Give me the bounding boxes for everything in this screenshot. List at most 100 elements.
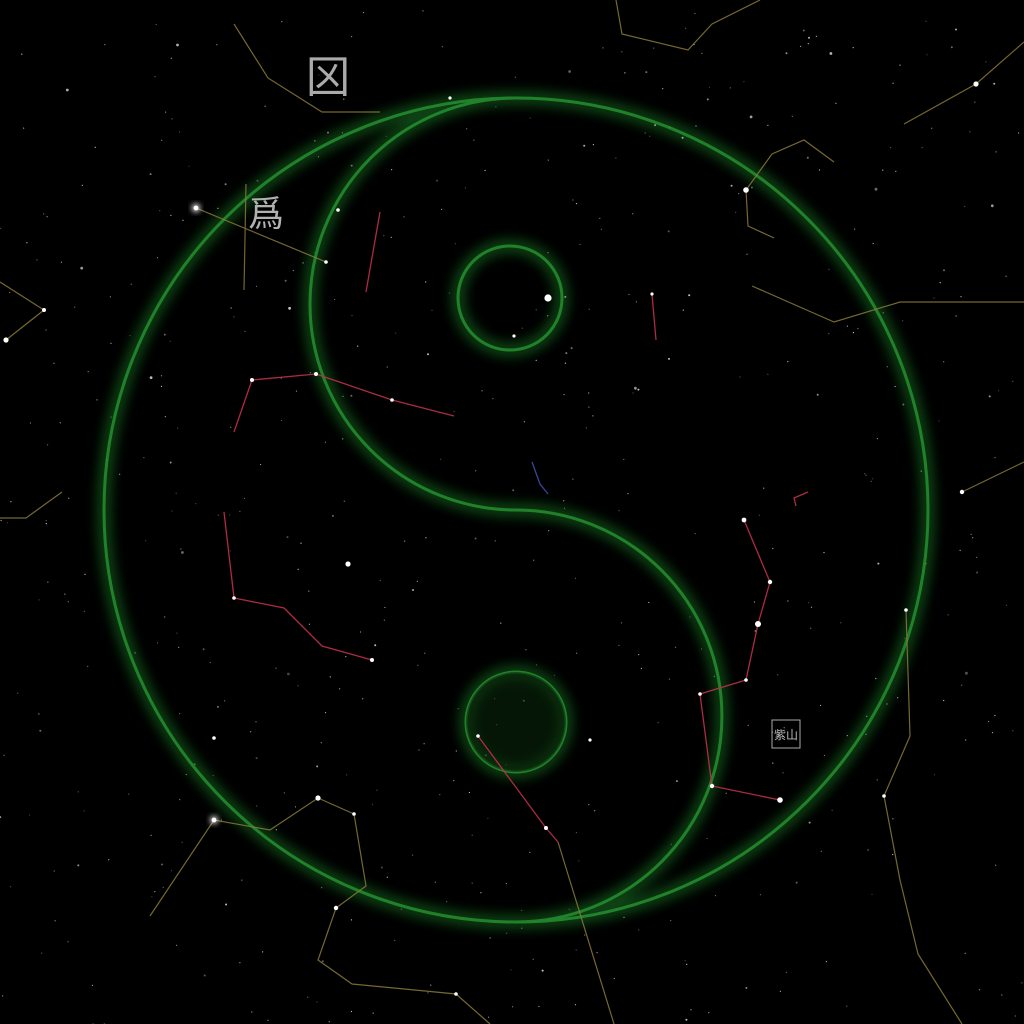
dim-star (250, 731, 252, 733)
dim-star (156, 257, 159, 259)
dim-star (994, 457, 996, 459)
dim-star (362, 12, 365, 14)
dim-star (68, 497, 70, 499)
dim-star (791, 115, 793, 117)
dim-star (852, 47, 854, 49)
dim-star (468, 791, 470, 794)
dim-star (535, 664, 538, 666)
dim-star (209, 661, 211, 664)
dim-star (510, 969, 512, 971)
bright-star (314, 372, 318, 376)
dim-star (281, 21, 283, 23)
dim-star (43, 213, 45, 215)
constellation-line (223, 511, 373, 661)
dim-star (494, 540, 496, 542)
dim-star (795, 881, 798, 884)
dim-star (230, 426, 232, 428)
dim-star (255, 721, 257, 723)
dim-star (430, 984, 432, 986)
dim-star (45, 520, 47, 522)
bright-star (588, 738, 592, 742)
dim-star (961, 684, 963, 686)
dim-star (350, 394, 353, 397)
dim-star (872, 242, 874, 245)
dim-star (620, 622, 623, 624)
dim-star (533, 559, 535, 561)
dim-star (899, 64, 901, 66)
dim-star (735, 211, 737, 213)
dim-star (328, 1021, 330, 1023)
dim-star (362, 698, 364, 700)
dim-star (288, 306, 291, 310)
dim-star (80, 266, 84, 270)
dim-star (925, 20, 927, 22)
dim-star (316, 765, 319, 768)
dim-star (767, 373, 769, 375)
dim-star (640, 667, 643, 670)
dim-star (149, 173, 152, 176)
dim-star (130, 283, 132, 285)
bright-star (476, 734, 480, 738)
dim-star (488, 1016, 490, 1018)
dim-star (334, 298, 336, 301)
dim-star (453, 410, 455, 413)
dim-star (943, 699, 945, 702)
bright-star (744, 678, 748, 682)
bright-star (193, 205, 199, 211)
dim-star (351, 36, 353, 38)
dim-star (280, 419, 283, 422)
bright-stars (3, 81, 979, 996)
dim-star (628, 293, 630, 296)
dim-star (161, 863, 163, 866)
dim-star (594, 810, 596, 812)
dim-star (256, 805, 258, 807)
dim-star (439, 794, 441, 796)
dim-star (202, 648, 205, 651)
dim-star (294, 806, 297, 808)
dim-star (195, 503, 197, 505)
dim-star (686, 963, 688, 966)
dim-star (808, 36, 810, 39)
dim-star (578, 860, 580, 862)
constellation-line (233, 23, 380, 113)
dim-star (592, 415, 594, 417)
dim-star (706, 98, 709, 101)
dim-star (892, 853, 894, 856)
constellation-line (195, 207, 327, 263)
dim-star (383, 235, 385, 237)
dim-star (175, 492, 177, 494)
dim-star (128, 793, 130, 795)
dim-star (829, 52, 833, 55)
dim-star (255, 757, 258, 760)
dim-star (346, 774, 348, 776)
dim-star (83, 810, 85, 812)
dim-star (785, 52, 788, 55)
dim-star (418, 749, 420, 751)
dim-star (1005, 604, 1008, 606)
dim-star (286, 536, 289, 539)
dim-star (217, 514, 219, 516)
dim-star (104, 44, 106, 46)
dim-star (180, 548, 182, 550)
dim-star (150, 834, 152, 836)
dim-star (60, 261, 63, 263)
dim-star (170, 214, 172, 216)
dim-star (431, 309, 433, 311)
dim-star (255, 285, 258, 287)
dim-star (466, 128, 468, 130)
dim-star (441, 46, 443, 48)
dim-star (535, 359, 537, 361)
dim-star (747, 724, 749, 726)
dim-star (831, 809, 833, 811)
bright-star (370, 658, 374, 662)
dim-star (505, 883, 507, 885)
dim-star (970, 533, 972, 535)
dim-star (170, 870, 173, 872)
dim-star (882, 169, 884, 171)
bright-star (544, 294, 552, 302)
dim-star (897, 697, 899, 699)
dim-star (154, 891, 156, 893)
dim-star (657, 722, 659, 724)
dim-star (682, 309, 684, 311)
